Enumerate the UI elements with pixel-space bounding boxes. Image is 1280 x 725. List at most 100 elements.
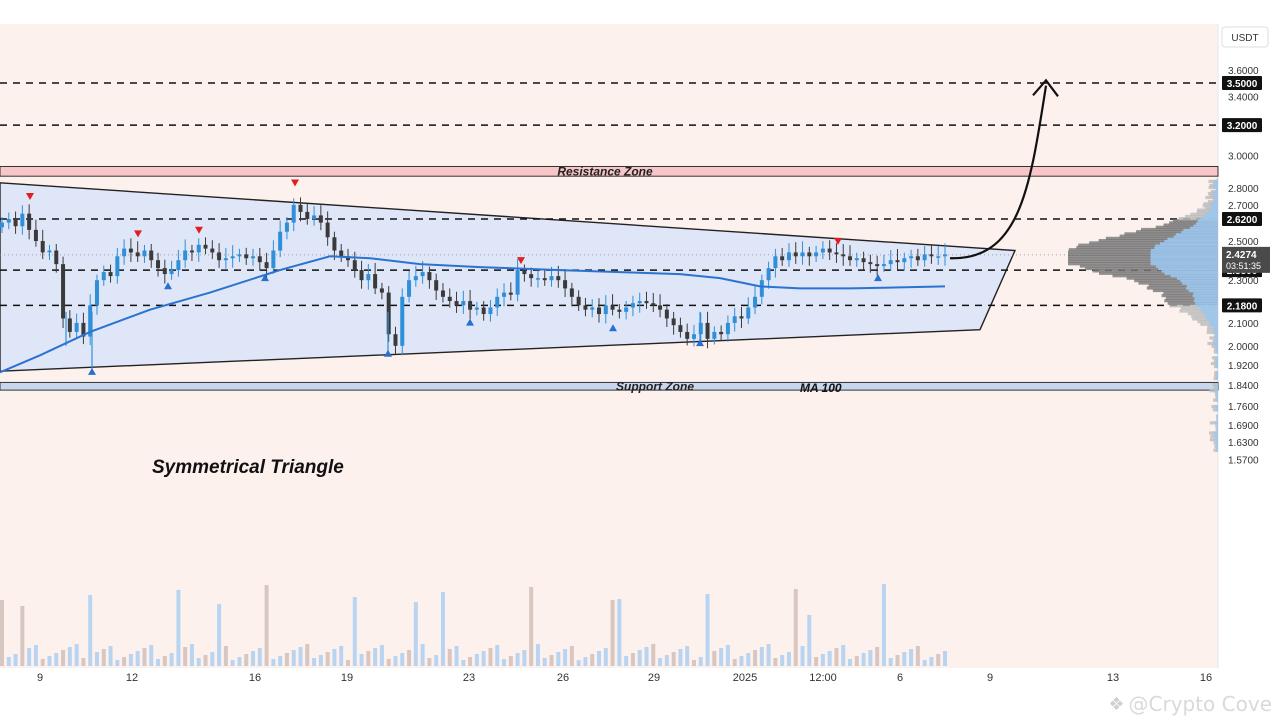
candle	[692, 334, 696, 339]
candle	[509, 293, 513, 295]
volume-profile-bar	[1215, 356, 1218, 359]
support-zone	[0, 382, 1218, 390]
volume-bar	[821, 654, 825, 666]
volume-bar	[197, 658, 201, 666]
candle	[780, 256, 784, 260]
candle	[570, 288, 574, 296]
volume-bar	[319, 655, 323, 666]
volume-bar	[434, 655, 438, 666]
candle	[536, 278, 540, 280]
candle	[563, 280, 567, 288]
volume-profile-bar	[1216, 348, 1218, 351]
volume-bar	[597, 651, 601, 666]
volume-bar	[773, 658, 777, 666]
volume-bar	[285, 653, 289, 666]
volume-bar	[299, 647, 303, 666]
y-tick-label: 2.3000	[1228, 276, 1259, 287]
level-label: 3.2000	[1227, 121, 1258, 132]
volume-bar	[217, 604, 221, 666]
volume-bar	[644, 647, 648, 666]
volume-bar	[726, 645, 730, 666]
volume-bar	[699, 657, 703, 666]
volume-bar	[875, 647, 879, 666]
volume-bar	[590, 654, 594, 666]
y-tick-label: 1.9200	[1228, 361, 1259, 372]
volume-bar	[746, 653, 750, 666]
y-tick-label: 1.8400	[1228, 381, 1259, 392]
volume-bar	[75, 644, 79, 666]
volume-bar	[149, 645, 153, 666]
volume-bar	[556, 652, 560, 666]
volume-bar	[672, 652, 676, 666]
candle	[834, 252, 838, 254]
candle	[434, 280, 438, 290]
volume-bar	[183, 647, 187, 666]
candle	[407, 280, 411, 297]
candle	[68, 318, 72, 331]
volume-bar	[868, 650, 872, 666]
volume-profile-bar	[1216, 350, 1218, 353]
candle	[427, 272, 431, 280]
candle	[685, 332, 689, 339]
volume-bar	[529, 587, 533, 666]
volume-bar	[929, 657, 933, 666]
candle	[814, 252, 818, 256]
volume-bar	[536, 644, 540, 666]
volume-profile-bar	[1214, 421, 1218, 424]
candle	[604, 305, 608, 314]
volume-bar	[170, 653, 174, 666]
candle	[47, 251, 51, 253]
volume-bar	[896, 655, 900, 666]
volume-profile-bar	[1215, 345, 1218, 348]
candle	[251, 256, 255, 258]
candle	[678, 325, 682, 332]
volume-bar	[95, 652, 99, 666]
volume-bar	[814, 657, 818, 666]
volume-bar	[312, 658, 316, 666]
candle	[258, 256, 262, 262]
logo-icon: ❖	[1108, 694, 1124, 715]
candle	[393, 334, 397, 346]
candle	[34, 230, 38, 241]
candle	[862, 258, 866, 262]
candle	[163, 268, 167, 274]
volume-bar	[611, 600, 615, 666]
candle	[712, 332, 716, 339]
candle	[516, 270, 520, 295]
y-tick-label: 2.5000	[1228, 237, 1259, 248]
level-label: 2.1800	[1227, 301, 1258, 312]
volume-profile-bar	[1215, 405, 1218, 408]
volume-bar	[902, 652, 906, 666]
volume-bar	[936, 654, 940, 666]
candle	[665, 310, 669, 319]
volume-bar	[251, 651, 255, 666]
volume-profile-bar	[1216, 383, 1218, 386]
volume-profile-bar	[1213, 331, 1218, 334]
volume-bar	[665, 655, 669, 666]
y-tick-label: 1.6900	[1228, 421, 1259, 432]
x-tick-label: 16	[249, 672, 261, 684]
volume-bar	[68, 647, 72, 666]
volume-bar	[482, 651, 486, 666]
candle	[631, 303, 635, 307]
candle	[706, 323, 710, 339]
volume-profile-bar	[1217, 392, 1218, 395]
volume-bar	[265, 585, 269, 666]
volume-bar	[163, 656, 167, 666]
volume-profile-bar	[1217, 178, 1218, 181]
candle	[550, 276, 554, 280]
volume-profile-bar	[1217, 425, 1218, 428]
volume-bar	[461, 660, 465, 666]
candle	[583, 305, 587, 309]
countdown-label: 03:51:35	[1226, 261, 1261, 271]
candle	[20, 214, 24, 227]
volume-bar	[176, 590, 180, 666]
volume-bar	[685, 646, 689, 666]
y-tick-label: 1.7600	[1228, 402, 1259, 413]
volume-profile-bar	[1215, 435, 1218, 438]
volume-bar	[468, 657, 472, 666]
candle	[197, 245, 201, 253]
candle	[285, 223, 289, 232]
